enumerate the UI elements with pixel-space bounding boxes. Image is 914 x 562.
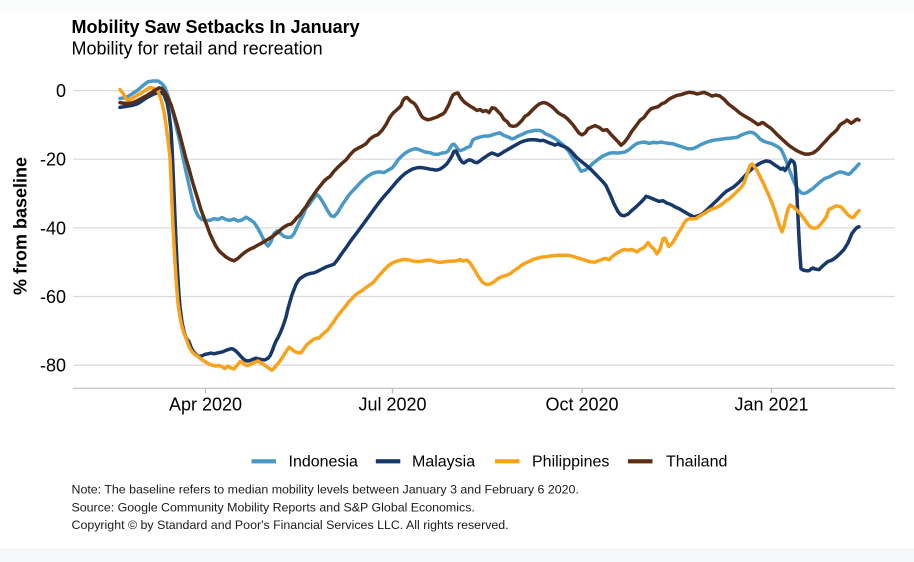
svg-text:-60: -60 <box>40 287 66 307</box>
svg-text:Mobility Saw Setbacks In Janua: Mobility Saw Setbacks In January <box>72 17 360 37</box>
svg-text:% from baseline: % from baseline <box>11 157 31 295</box>
svg-text:Source: Google Community Mobil: Source: Google Community Mobility Report… <box>72 501 475 515</box>
svg-text:Apr 2020: Apr 2020 <box>169 395 242 415</box>
svg-text:Oct 2020: Oct 2020 <box>545 395 618 415</box>
svg-text:Indonesia: Indonesia <box>289 454 358 471</box>
svg-text:Jan 2021: Jan 2021 <box>734 395 808 415</box>
svg-text:-80: -80 <box>40 356 66 376</box>
svg-text:Note: The baseline refers to m: Note: The baseline refers to median mobi… <box>72 483 579 497</box>
svg-text:-40: -40 <box>40 218 66 238</box>
svg-text:Copyright © by Standard and Po: Copyright © by Standard and Poor's Finan… <box>72 518 509 532</box>
svg-text:Mobility for retail and recrea: Mobility for retail and recreation <box>72 38 323 58</box>
svg-text:0: 0 <box>56 81 66 101</box>
svg-text:Thailand: Thailand <box>666 454 727 471</box>
svg-text:Jul 2020: Jul 2020 <box>358 395 426 415</box>
svg-text:Philippines: Philippines <box>532 454 609 471</box>
svg-text:Malaysia: Malaysia <box>412 454 475 471</box>
svg-text:-20: -20 <box>40 150 66 170</box>
